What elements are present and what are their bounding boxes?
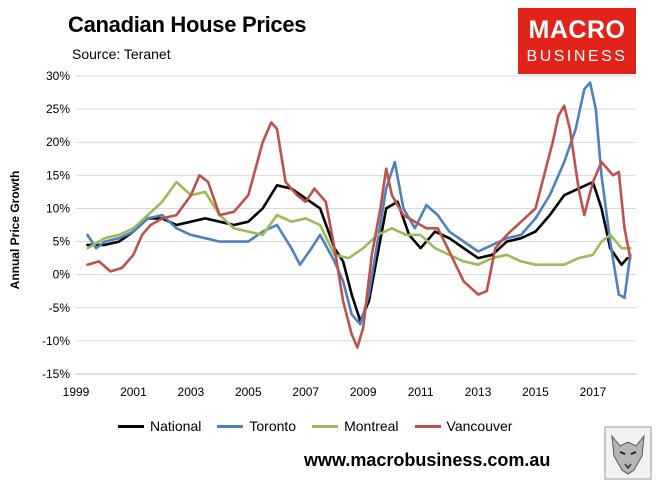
- gridlines: [76, 75, 636, 375]
- series-line-vancouver: [86, 104, 632, 349]
- chart-subtitle: Source: Teranet: [72, 46, 171, 62]
- x-tick-label: 2013: [465, 385, 492, 399]
- y-tick-label: 15%: [46, 168, 70, 182]
- wolf-logo-icon: [604, 426, 652, 480]
- x-tick-label: 2009: [350, 385, 377, 399]
- x-tick-label: 2005: [235, 385, 262, 399]
- y-tick-label: 30%: [46, 69, 70, 83]
- x-tick-label: 2017: [580, 385, 607, 399]
- series-line-montreal: [86, 180, 632, 266]
- y-tick-label: 10%: [46, 201, 70, 215]
- y-tick-label: -15%: [42, 367, 70, 381]
- y-tick-label: 0%: [53, 268, 71, 282]
- y-tick-label: -5%: [49, 301, 71, 315]
- legend-swatch: [414, 424, 441, 428]
- legend-item-montreal: Montreal: [312, 418, 399, 434]
- logo-line1: MACRO: [528, 16, 626, 44]
- x-tick-label: 2003: [178, 385, 205, 399]
- macrobusiness-logo: MACRO BUSINESS: [518, 8, 636, 74]
- y-tick-label: 25%: [46, 102, 70, 116]
- x-tick-label: 2011: [408, 385, 434, 399]
- legend-swatch: [118, 424, 144, 428]
- y-tick-label: 20%: [46, 135, 70, 149]
- y-tick-label: 5%: [53, 235, 71, 249]
- footer-url: www.macrobusiness.com.au: [304, 450, 551, 470]
- x-tick-label: 1999: [63, 385, 90, 399]
- legend-swatch: [312, 424, 339, 428]
- chart-title: Canadian House Prices: [68, 12, 307, 37]
- tick-labels: -15% -10% -5% 0% 5% 10% 15% 20% 25% 30% 1999 2001 20…: [42, 69, 607, 399]
- logo-line2: BUSINESS: [526, 48, 628, 65]
- legend-item-national: National: [118, 418, 201, 434]
- series-line-toronto: [86, 81, 632, 326]
- legend-swatch: [217, 424, 244, 428]
- legend-item-toronto: Toronto: [217, 418, 296, 434]
- legend-label: Vancouver: [446, 418, 513, 434]
- series-lines: [86, 81, 632, 349]
- x-tick-label: 2001: [120, 385, 147, 399]
- series-line-national: [86, 180, 629, 323]
- legend-item-vancouver: Vancouver: [414, 418, 513, 434]
- legend: National Toronto Montreal Vancouver: [118, 416, 528, 436]
- y-tick-label: -10%: [42, 334, 70, 348]
- legend-label: Toronto: [249, 418, 297, 434]
- legend-label: Montreal: [344, 418, 399, 434]
- x-tick-label: 2015: [522, 385, 549, 399]
- x-tick-label: 2007: [292, 385, 319, 399]
- y-axis-label: Annual Price Growth: [8, 171, 22, 290]
- legend-label: National: [150, 418, 202, 434]
